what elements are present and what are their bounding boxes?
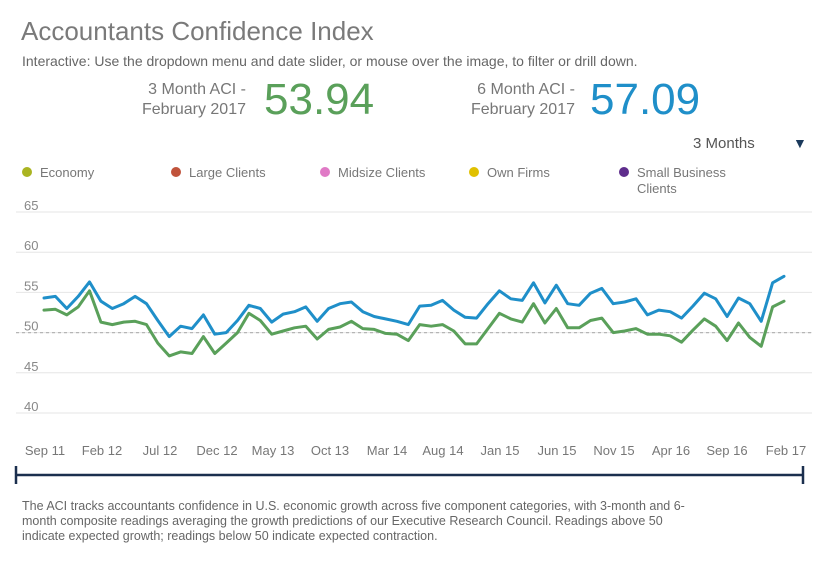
- y-tick-label: 40: [24, 399, 38, 414]
- x-tick-label: Apr 16: [652, 443, 690, 458]
- kpi-3month-value: 53.94: [264, 75, 375, 124]
- legend-dot-icon: [171, 167, 181, 177]
- legend-label: Economy: [40, 165, 95, 180]
- legend-item-large-clients[interactable]: Large Clients: [171, 165, 301, 199]
- page-subtitle: Interactive: Use the dropdown menu and d…: [22, 53, 638, 69]
- y-tick-label: 55: [24, 278, 38, 293]
- x-tick-label: Dec 12: [196, 443, 237, 458]
- legend-label: Large Clients: [189, 165, 266, 180]
- period-dropdown-label: 3 Months: [693, 135, 755, 152]
- period-dropdown[interactable]: 3 Months ▼: [693, 133, 813, 155]
- legend-item-midsize-clients[interactable]: Midsize Clients: [320, 165, 460, 199]
- chart-description: The ACI tracks accountants confidence in…: [22, 499, 685, 543]
- x-tick-label: Sep 11: [25, 443, 65, 458]
- x-tick-label: Feb 17: [766, 443, 806, 458]
- legend-dot-icon: [22, 167, 32, 177]
- series-line-1[interactable]: [42, 274, 786, 339]
- legend-label: Small Business Clients: [637, 165, 726, 196]
- x-tick-label: Nov 15: [593, 443, 634, 458]
- legend-item-small-business-clients[interactable]: Small Business Clients: [619, 165, 749, 199]
- x-tick-label: Jun 15: [537, 443, 576, 458]
- y-tick-label: 50: [24, 319, 38, 334]
- legend-dot-icon: [320, 167, 330, 177]
- kpi-3month-label: 3 Month ACI - February 2017: [141, 81, 246, 118]
- x-tick-label: Sep 16: [706, 443, 747, 458]
- y-tick-label: 45: [24, 359, 38, 374]
- legend-dot-icon: [619, 167, 629, 177]
- legend-item-own-firms[interactable]: Own Firms: [469, 165, 599, 199]
- y-tick-label: 60: [24, 238, 38, 253]
- x-tick-label: Jan 15: [480, 443, 519, 458]
- x-tick-label: Aug 14: [422, 443, 463, 458]
- x-tick-label: May 13: [252, 443, 295, 458]
- legend-dot-icon: [469, 167, 479, 177]
- page-title: Accountants Confidence Index: [21, 16, 374, 46]
- line-chart[interactable]: 65 60 55 50 45 40 Sep 11 Feb 12 Jul 12 Dec 12 May…: [0, 200, 840, 490]
- kpi-6month-label: 6 Month ACI - February 2017: [470, 81, 575, 118]
- x-tick-label: Jul 12: [143, 443, 178, 458]
- x-tick-label: Feb 12: [82, 443, 122, 458]
- legend-label: Own Firms: [487, 165, 550, 180]
- series-line-2[interactable]: [42, 289, 786, 358]
- triangle-down-icon: ▼: [793, 135, 807, 151]
- kpi-6month-value: 57.09: [590, 75, 701, 124]
- legend-label: Midsize Clients: [338, 165, 426, 180]
- y-tick-label: 65: [24, 200, 38, 213]
- legend-item-economy[interactable]: Economy: [22, 165, 152, 199]
- x-tick-label: Mar 14: [367, 443, 407, 458]
- x-tick-label: Oct 13: [311, 443, 349, 458]
